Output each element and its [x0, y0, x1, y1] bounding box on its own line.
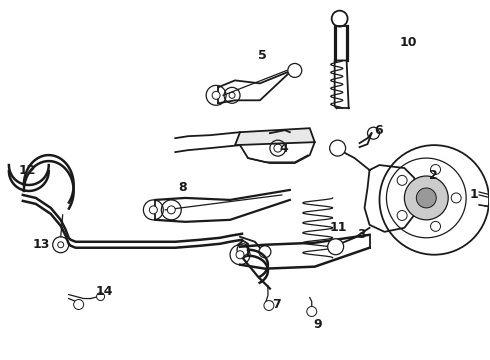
Text: 2: 2: [429, 168, 438, 181]
Text: 6: 6: [374, 124, 383, 137]
Text: 3: 3: [358, 228, 366, 241]
Circle shape: [397, 211, 407, 220]
Text: 1: 1: [469, 188, 478, 202]
Circle shape: [212, 91, 220, 99]
Circle shape: [330, 140, 345, 156]
Circle shape: [236, 251, 244, 259]
Circle shape: [288, 63, 302, 77]
Text: 11: 11: [330, 221, 347, 234]
Circle shape: [229, 92, 235, 98]
Circle shape: [451, 193, 461, 203]
Circle shape: [58, 242, 64, 248]
Circle shape: [167, 206, 175, 214]
Circle shape: [307, 306, 317, 316]
Text: 4: 4: [280, 141, 289, 155]
Circle shape: [397, 175, 407, 185]
Circle shape: [404, 176, 448, 220]
Text: 13: 13: [33, 238, 50, 251]
Text: 12: 12: [19, 163, 36, 176]
Polygon shape: [235, 128, 315, 145]
Text: 8: 8: [178, 181, 187, 194]
Circle shape: [149, 206, 157, 214]
Circle shape: [97, 293, 104, 301]
Text: 5: 5: [258, 49, 267, 62]
Circle shape: [74, 300, 84, 310]
Circle shape: [431, 165, 441, 175]
Text: 9: 9: [314, 318, 322, 331]
Text: 14: 14: [96, 285, 113, 298]
Circle shape: [431, 221, 441, 231]
Circle shape: [328, 239, 343, 255]
Text: 10: 10: [399, 36, 417, 49]
Text: 7: 7: [272, 298, 281, 311]
Circle shape: [416, 188, 436, 208]
Circle shape: [264, 301, 274, 310]
